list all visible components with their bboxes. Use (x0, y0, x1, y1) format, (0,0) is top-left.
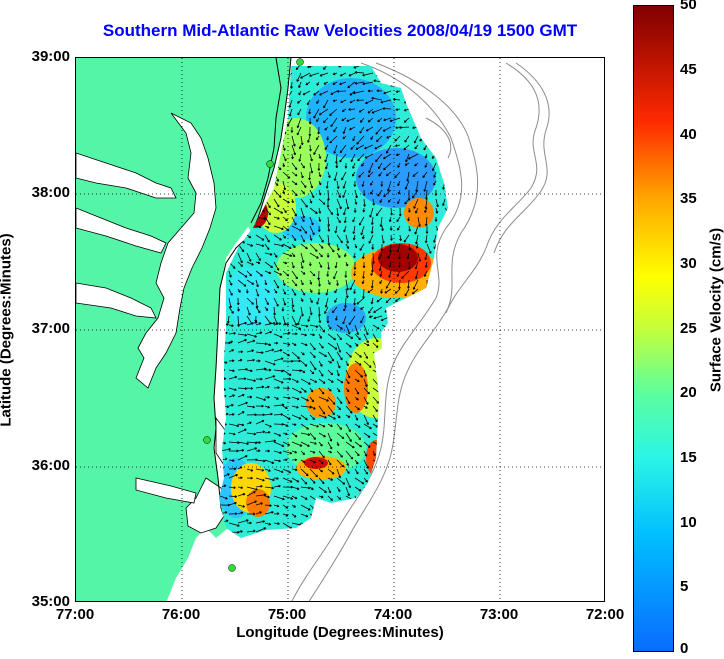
colorbar-tick: 40 (680, 126, 697, 143)
map-title: Southern Mid-Atlantic Raw Velocities 200… (102, 21, 578, 40)
map-plot-area (75, 57, 605, 602)
y-axis-label: Latitude (Degrees:Minutes) (0, 233, 15, 427)
colorbar-tick: 5 (680, 578, 689, 595)
colorbar-tick: 25 (680, 320, 697, 337)
coastline (213, 58, 292, 529)
bays (76, 112, 237, 534)
colorbar-gradient (634, 6, 673, 651)
colorbar-tick: 30 (680, 255, 697, 272)
x-tick-label: 74:00 (373, 606, 413, 623)
map-canvas (76, 58, 604, 601)
colorbar-tick: 10 (680, 514, 697, 531)
y-tick-label: 38:00 (31, 184, 70, 201)
colorbar-tick: 20 (680, 384, 697, 401)
x-tick-label: 77:00 (55, 606, 95, 623)
y-tick-label: 39:00 (31, 48, 70, 65)
x-tick-label: 76:00 (161, 606, 201, 623)
radar-stations (203, 58, 304, 572)
x-axis-label: Longitude (Degrees:Minutes) (236, 624, 444, 641)
colorbar-tick: 50 (680, 0, 697, 13)
x-tick-label: 73:00 (479, 606, 519, 623)
y-tick-label: 37:00 (31, 320, 70, 337)
colorbar-tick: 15 (680, 449, 697, 466)
colorbar-tick: 35 (680, 190, 697, 207)
x-tick-label: 75:00 (267, 606, 307, 623)
colorbar-tick: 45 (680, 61, 697, 78)
y-tick-label: 35:00 (31, 593, 70, 610)
land (76, 58, 291, 601)
y-tick-label: 36:00 (31, 457, 70, 474)
colorbar (633, 5, 674, 652)
x-tick-label: 72:00 (585, 606, 625, 623)
colorbar-label: Surface Velocity (cm/s) (707, 227, 724, 393)
bathymetry-contours (291, 62, 550, 601)
colorbar-tick: 0 (680, 640, 689, 657)
grid-lines (76, 58, 604, 601)
